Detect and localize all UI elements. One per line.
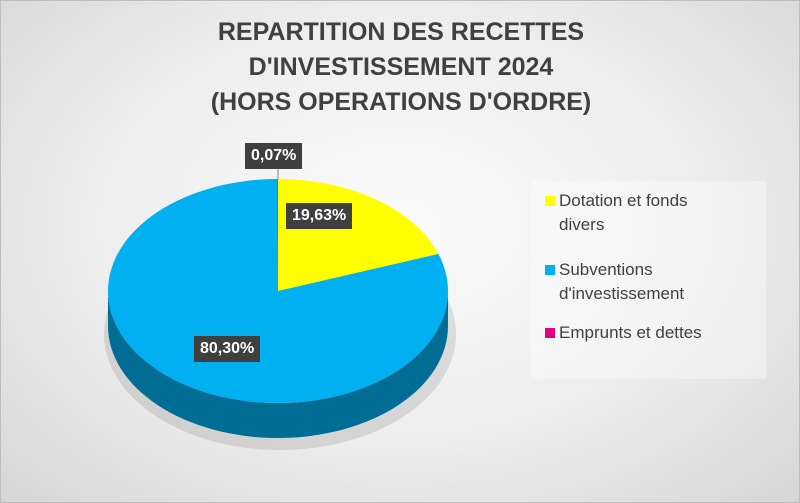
legend-item-subventions: Subventions d'investissement	[545, 258, 760, 306]
pie-slice-subventions	[108, 179, 449, 403]
legend-label-emprunts: Emprunts et dettes	[559, 323, 702, 342]
pie-slice-emprunts	[277, 179, 278, 291]
legend-label-subventions: Subventions d'investissement	[559, 260, 685, 303]
legend-item-emprunts: Emprunts et dettes	[545, 321, 760, 345]
legend-item-dotation: Dotation et fonds divers	[545, 189, 760, 237]
legend: Dotation et fonds divers Subventions d'i…	[531, 181, 766, 379]
legend-label-dotation: Dotation et fonds divers	[559, 191, 688, 234]
legend-swatch-emprunts	[545, 328, 555, 338]
data-label-emprunts: 0,07%	[245, 143, 303, 169]
chart-title: REPARTITION DES RECETTES D'INVESTISSEMEN…	[210, 18, 592, 116]
legend-swatch-subventions	[545, 265, 555, 275]
pie-side-subventions	[108, 291, 448, 438]
data-label-subventions: 80,30%	[194, 336, 261, 362]
legend-swatch-dotation	[545, 196, 555, 206]
data-label-dotation: 19,63%	[286, 203, 353, 229]
